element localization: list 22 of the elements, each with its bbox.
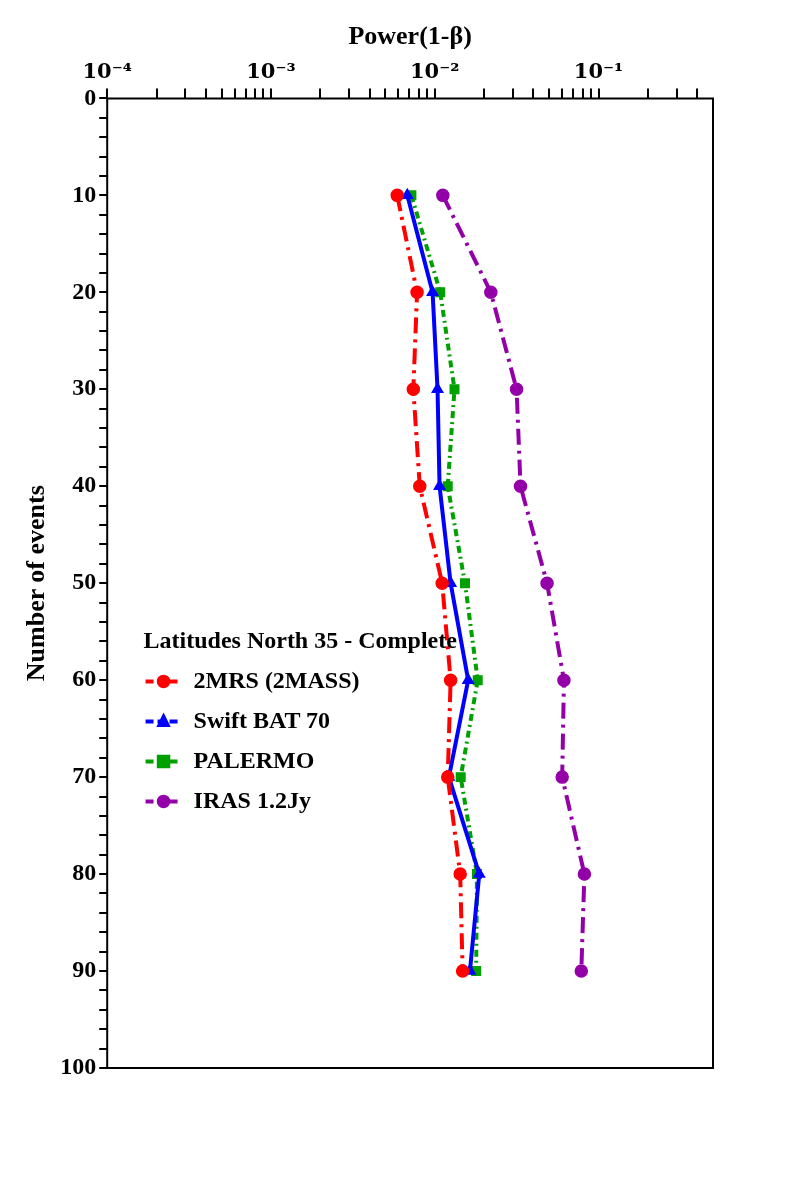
y-tick-label: 90 <box>72 956 97 983</box>
legend-label: 2MRS (2MASS) <box>193 666 360 693</box>
x-tick-label: 10⁻⁴ <box>82 58 132 84</box>
y-tick-label: 50 <box>72 568 97 595</box>
y-tick-label: 10 <box>72 180 97 207</box>
x-axis-title: Power(1-β) <box>348 21 472 51</box>
y-tick-label: 20 <box>72 277 97 304</box>
legend-label: Swift BAT 70 <box>193 706 331 733</box>
y-axis-title: Number of events <box>21 485 51 682</box>
x-tick-label: 10⁻³ <box>246 58 296 84</box>
legend-title: Latitudes North 35 - Complete <box>143 626 458 653</box>
y-tick-label: 60 <box>72 665 97 692</box>
y-tick-label: 80 <box>72 859 97 886</box>
y-tick-label: 0 <box>84 83 97 110</box>
y-tick-label: 100 <box>60 1053 97 1080</box>
x-tick-label: 10⁻¹ <box>573 58 624 84</box>
legend-label: IRAS 1.2Jy <box>193 786 311 813</box>
y-tick-label: 30 <box>72 374 97 401</box>
legend-label: PALERMO <box>193 746 315 773</box>
y-tick-label: 70 <box>72 762 97 789</box>
x-tick-label: 10⁻² <box>409 58 460 84</box>
y-tick-label: 40 <box>72 471 97 498</box>
